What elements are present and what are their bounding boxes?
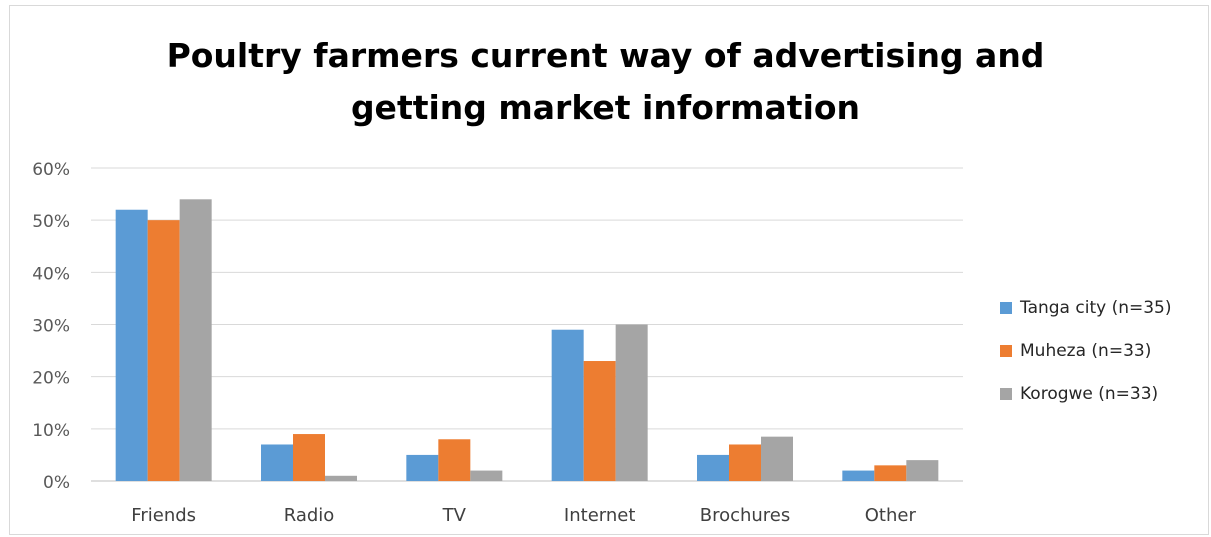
bar — [552, 330, 584, 481]
legend-swatch — [1000, 345, 1012, 357]
bar — [729, 444, 761, 481]
legend-item: Korogwe (n=33) — [1000, 372, 1172, 415]
bar — [148, 220, 180, 481]
x-tick-label: TV — [442, 505, 467, 526]
x-tick-label: Internet — [564, 505, 635, 526]
bar — [842, 471, 874, 481]
legend-label: Muheza (n=33) — [1020, 341, 1151, 361]
x-tick-label: Brochures — [700, 505, 791, 526]
y-tick-label: 0% — [43, 473, 70, 493]
bar — [325, 476, 357, 481]
bar — [406, 455, 438, 481]
bar — [261, 444, 293, 481]
x-tick-label: Radio — [284, 505, 335, 526]
bar — [584, 361, 616, 481]
x-tick-label: Other — [865, 505, 917, 526]
legend-item: Tanga city (n=35) — [1000, 286, 1172, 329]
legend-swatch — [1000, 388, 1012, 400]
x-tick-label: Friends — [131, 505, 196, 526]
y-tick-label: 40% — [32, 264, 70, 284]
chart-legend: Tanga city (n=35) Muheza (n=33) Korogwe (n… — [1000, 286, 1172, 415]
bar — [116, 210, 148, 481]
y-tick-label: 10% — [32, 421, 70, 441]
bar — [616, 325, 648, 482]
bar — [180, 199, 212, 481]
legend-label: Tanga city (n=35) — [1020, 298, 1172, 318]
y-tick-label: 20% — [32, 369, 70, 389]
bar — [874, 465, 906, 481]
y-tick-label: 50% — [32, 212, 70, 232]
y-tick-label: 60% — [32, 160, 70, 180]
bar — [438, 439, 470, 481]
bar — [697, 455, 729, 481]
bar — [906, 460, 938, 481]
bar — [293, 434, 325, 481]
bar — [761, 437, 793, 481]
legend-item: Muheza (n=33) — [1000, 329, 1172, 372]
bar — [470, 471, 502, 481]
legend-label: Korogwe (n=33) — [1020, 384, 1158, 404]
legend-swatch — [1000, 302, 1012, 314]
y-tick-label: 30% — [32, 317, 70, 337]
